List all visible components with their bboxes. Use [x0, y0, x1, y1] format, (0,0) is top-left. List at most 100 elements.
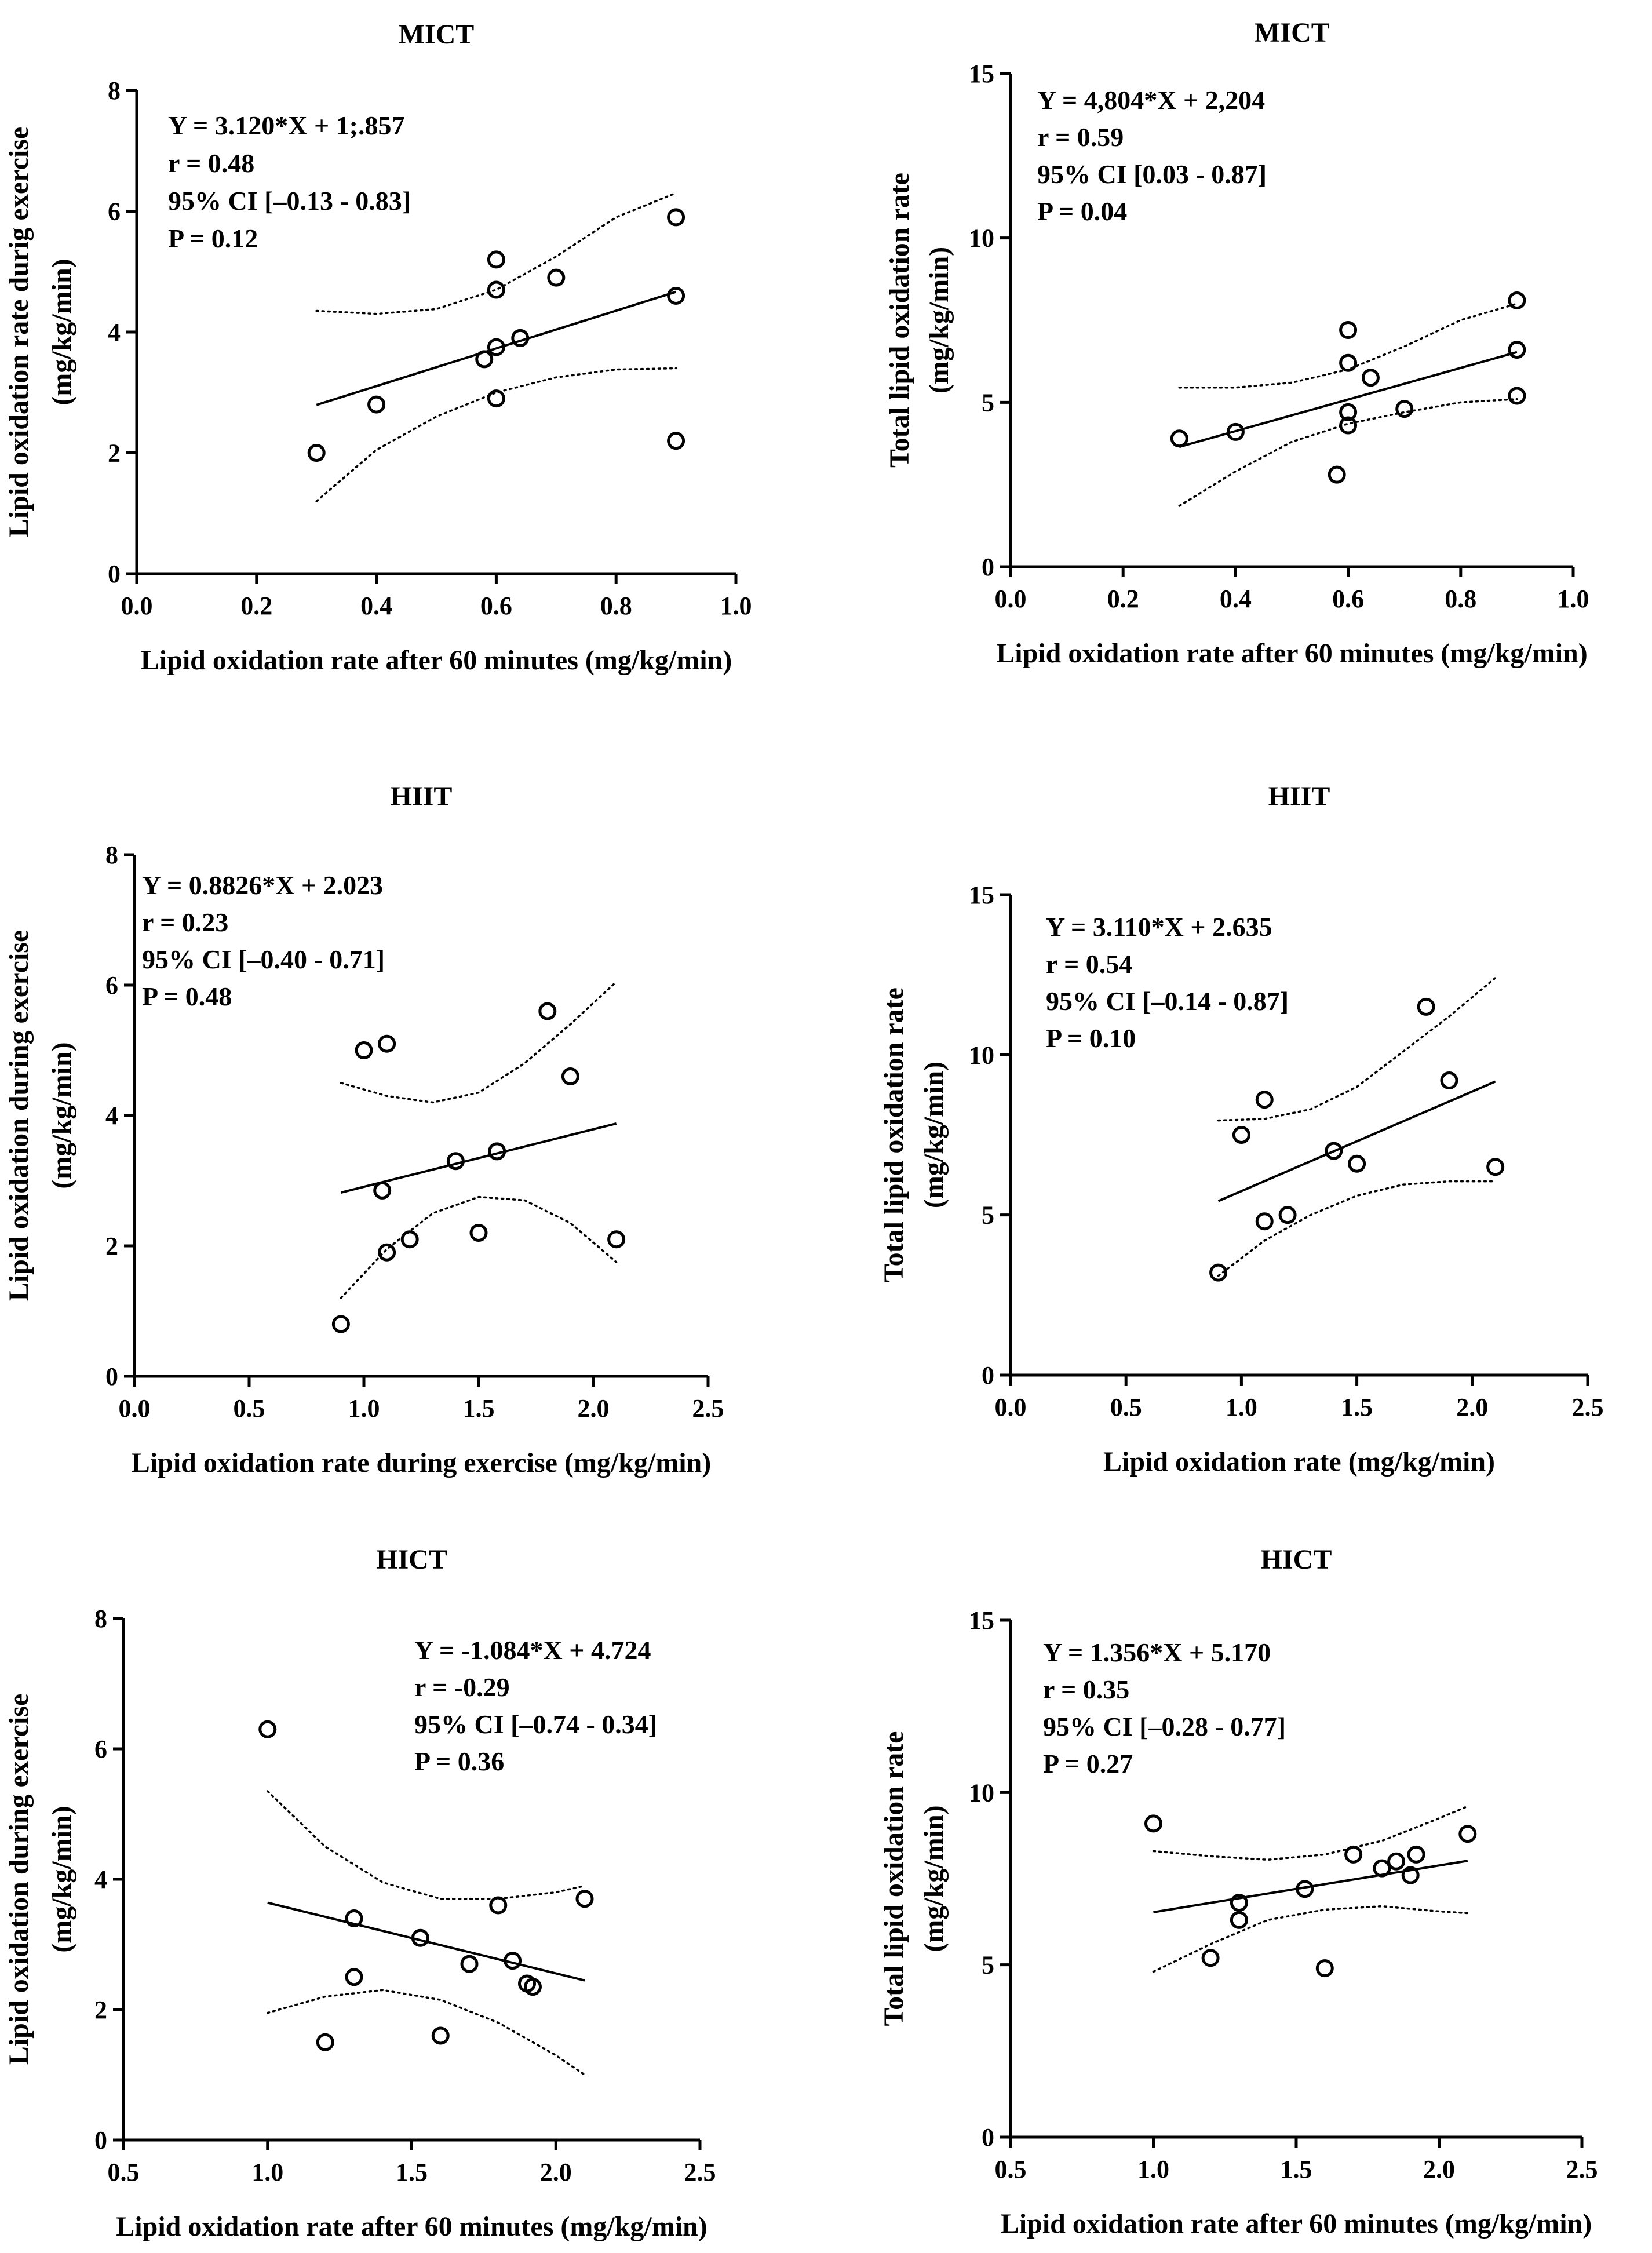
ci-lower-curve	[1217, 1180, 1497, 1277]
ci-lower-curve	[1178, 398, 1518, 507]
data-point	[367, 395, 386, 414]
y-tick-label: 0	[982, 553, 994, 581]
data-point	[355, 1041, 373, 1059]
stat-line: Y = 1.356*X + 5.170	[1043, 1638, 1271, 1667]
data-point	[1401, 1866, 1420, 1884]
x-tick-label: 0.4	[360, 592, 392, 620]
y-axis-label-units: (mg/kg/min)	[924, 247, 954, 393]
stat-line: Y = 3.110*X + 2.635	[1046, 912, 1272, 942]
y-tick-label: 15	[969, 1606, 994, 1635]
data-point	[475, 350, 494, 369]
data-point	[489, 1896, 508, 1915]
stat-line: r = 0.48	[168, 148, 254, 178]
x-tick-label: 1.5	[396, 2158, 428, 2186]
data-point	[1361, 369, 1380, 387]
x-tick-label: 1.0	[1137, 2155, 1169, 2183]
ci-lower-curve	[340, 1195, 618, 1299]
x-tick-label: 0.6	[1332, 585, 1364, 613]
ci-upper-curve	[1178, 302, 1518, 389]
data-point	[1387, 1852, 1406, 1871]
y-tick-label: 4	[108, 318, 121, 347]
x-tick-label: 2.5	[692, 1394, 724, 1423]
data-point	[547, 268, 566, 287]
stat-line: P = 0.12	[168, 224, 258, 253]
stat-line: Y = 0.8826*X + 2.023	[142, 870, 383, 900]
data-point	[258, 1720, 277, 1738]
y-tick-label: 2	[105, 1232, 118, 1260]
y-axis-label-units: (mg/kg/min)	[46, 1042, 77, 1189]
data-point	[667, 432, 685, 450]
y-axis-label-units: (mg/kg/min)	[46, 1806, 77, 1952]
x-tick-label: 0.0	[995, 1393, 1027, 1421]
regression-line	[1179, 351, 1518, 449]
y-axis-label: Total lipid oxidation rate	[884, 173, 915, 468]
y-tick-label: 5	[982, 1951, 994, 1979]
data-point	[1440, 1071, 1458, 1090]
chart-panel-5: HICT 0.5 1.0 1.5 2.0 2.5 0 2 4 6 8 Lipid oxidation …	[3, 1544, 716, 2242]
stat-line: r = 0.23	[142, 907, 228, 937]
data-point	[504, 1952, 522, 1970]
y-tick-label: 4	[94, 1865, 107, 1894]
y-axis-label-units: (mg/kg/min)	[918, 1062, 949, 1208]
x-tick-label: 0.5	[1110, 1393, 1142, 1421]
y-tick-label: 10	[969, 1778, 994, 1807]
data-point	[607, 1230, 626, 1249]
x-tick-label: 2.0	[1423, 2155, 1455, 2183]
data-point	[1201, 1949, 1220, 1967]
data-point	[1339, 321, 1358, 340]
stat-line: 95% CI [–0.14 - 0.87]	[1046, 986, 1289, 1016]
x-tick-label: 2.0	[1456, 1393, 1488, 1421]
data-point	[1508, 387, 1526, 405]
ci-lower-curve	[1152, 1905, 1469, 1973]
y-tick-label: 6	[94, 1735, 107, 1763]
data-point	[1230, 1911, 1248, 1929]
data-point	[1328, 465, 1346, 484]
stat-line: r = 0.54	[1046, 949, 1132, 979]
x-tick-label: 1.5	[1341, 1393, 1373, 1421]
y-tick-label: 8	[108, 76, 121, 105]
chart-panel-6: HICT 0.5 1.0 1.5 2.0 2.5 0 5 10 15 Lipid oxidation…	[878, 1544, 1598, 2239]
x-axis-label: Lipid oxidation rate after 60 minutes (m…	[996, 638, 1587, 669]
data-point	[316, 2033, 334, 2051]
stat-line: Y = -1.084*X + 4.724	[414, 1635, 651, 1665]
x-tick-label: 0.0	[995, 585, 1027, 613]
stat-line: Y = 3.120*X + 1;.857	[168, 111, 404, 140]
x-tick-label: 0.5	[995, 2155, 1027, 2183]
stat-line: 95% CI [–0.74 - 0.34]	[414, 1709, 657, 1739]
ci-upper-curve	[1152, 1805, 1469, 1861]
y-tick-label: 4	[105, 1102, 118, 1130]
x-tick-label: 1.0	[348, 1394, 380, 1423]
y-tick-label: 15	[969, 881, 994, 909]
x-tick-label: 1.5	[1281, 2155, 1312, 2183]
chart-panel-3: HIIT 0.0 0.5 1.0 1.5 2.0 2.5 0 2 4 6 8 Lipid oxidati…	[3, 781, 724, 1478]
x-tick-label: 1.0	[1558, 585, 1589, 613]
regression-line	[316, 290, 677, 406]
data-point	[1230, 1894, 1248, 1912]
data-point	[378, 1243, 396, 1262]
y-axis-label: Total lipid oxidation rate	[878, 987, 909, 1282]
x-tick-label: 2.5	[684, 2158, 716, 2186]
stat-line: P = 0.04	[1037, 196, 1127, 226]
regression-line	[1217, 1080, 1496, 1202]
data-point	[307, 444, 326, 462]
stat-line: P = 0.48	[142, 982, 232, 1011]
x-tick-label: 0.8	[1445, 585, 1476, 613]
x-tick-label: 2.0	[540, 2158, 572, 2186]
data-point	[378, 1034, 396, 1053]
x-tick-label: 0.2	[1107, 585, 1139, 613]
stat-line: 95% CI [0.03 - 0.87]	[1037, 159, 1267, 189]
data-point	[1209, 1263, 1228, 1282]
chart-title: HICT	[376, 1544, 447, 1575]
data-point	[667, 286, 685, 305]
data-point	[1407, 1845, 1425, 1864]
data-point	[1232, 1126, 1250, 1144]
chart-title: HIIT	[1268, 781, 1330, 812]
data-point	[1226, 422, 1245, 441]
data-point	[345, 1968, 363, 1986]
chart-panel-2: MICT 0.0 0.2 0.4 0.6 0.8 1.0 0 5 10 15 Lipid oxidat…	[884, 17, 1589, 669]
x-tick-label: 1.0	[251, 2158, 283, 2186]
y-tick-label: 6	[105, 971, 118, 1000]
data-point	[1144, 1814, 1162, 1833]
chart-title: HIIT	[391, 781, 453, 812]
data-point	[1339, 353, 1358, 372]
